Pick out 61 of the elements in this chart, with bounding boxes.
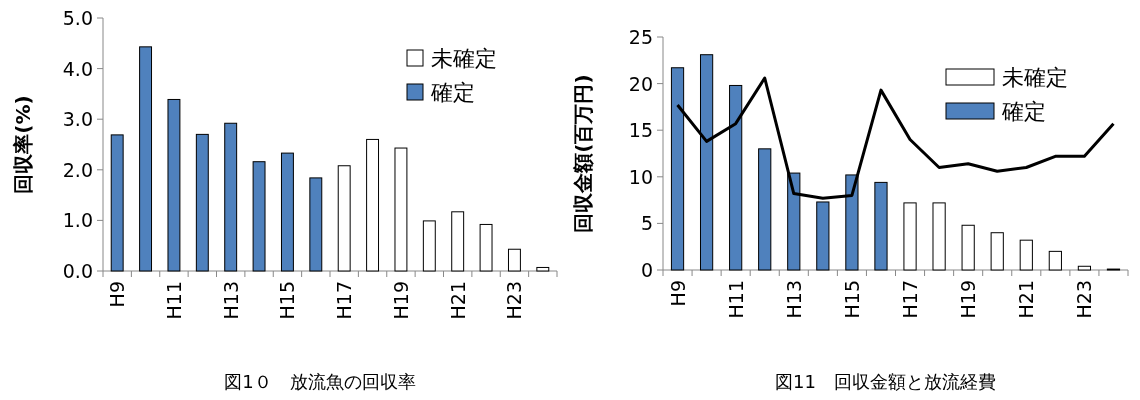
x-tick-label: H11 <box>162 281 185 320</box>
bar <box>1077 265 1092 271</box>
legend-label: 確定 <box>430 80 475 105</box>
y-tick-label: 4.0 <box>62 57 93 80</box>
caption: 図11 回収金額と放流経費 <box>775 371 996 392</box>
bar <box>536 266 550 272</box>
bar <box>451 211 465 272</box>
y-tick-label: 3.0 <box>62 108 93 131</box>
bar <box>167 98 181 272</box>
bar <box>309 177 323 272</box>
y-tick-label: 10 <box>628 165 653 188</box>
x-tick-label: H15 <box>276 281 299 320</box>
bar <box>932 202 946 271</box>
bar <box>195 133 209 272</box>
y-tick-label: 5.0 <box>62 7 93 29</box>
bar <box>1019 239 1033 271</box>
y-tick-label: 0.0 <box>62 260 93 282</box>
x-tick-label: H9 <box>666 280 689 307</box>
legend-label: 確定 <box>1001 99 1046 124</box>
bar <box>479 223 493 272</box>
bar <box>394 147 408 272</box>
bar <box>758 148 772 271</box>
x-tick-label: H17 <box>899 280 922 319</box>
y-tick-label: 2.0 <box>62 158 93 181</box>
y-tick-label: 20 <box>628 72 653 95</box>
x-tick-label: H9 <box>106 281 129 308</box>
x-tick-label: H23 <box>1073 280 1096 319</box>
y-axis-title: 回収金額(百万円) <box>571 74 595 233</box>
bar <box>903 202 917 271</box>
bar <box>280 152 294 272</box>
bar <box>422 220 436 272</box>
y-tick-label: 1.0 <box>62 209 93 232</box>
bar <box>110 134 124 272</box>
x-tick-label: H21 <box>446 281 469 320</box>
legend-label: 未確定 <box>1002 65 1068 90</box>
x-tick-label: H23 <box>503 281 526 320</box>
bar <box>337 165 351 272</box>
x-tick-label: H19 <box>957 280 980 319</box>
x-tick-label: H13 <box>782 280 805 319</box>
x-tick-label: H13 <box>219 281 242 320</box>
x-tick-label: H19 <box>389 281 412 320</box>
y-tick-label: 0 <box>640 259 653 281</box>
y-axis-title: 回収率(%) <box>11 95 35 194</box>
bar <box>1048 250 1062 271</box>
bar <box>139 46 153 272</box>
bar <box>366 138 380 272</box>
bar <box>874 181 888 271</box>
x-tick-label: H11 <box>724 280 747 319</box>
x-tick-label: H17 <box>333 281 356 320</box>
y-tick-label: 15 <box>628 119 653 142</box>
caption: 図1０ 放流魚の回収率 <box>224 371 416 392</box>
legend-label: 未確定 <box>431 46 497 71</box>
bar <box>507 248 521 272</box>
bar <box>252 161 266 272</box>
bar <box>990 232 1004 271</box>
y-tick-label: 5 <box>640 212 653 235</box>
y-tick-label: 25 <box>628 26 653 48</box>
x-tick-label: H21 <box>1015 280 1038 319</box>
bar <box>224 122 238 272</box>
bar <box>961 224 975 271</box>
x-tick-label: H15 <box>840 280 863 319</box>
